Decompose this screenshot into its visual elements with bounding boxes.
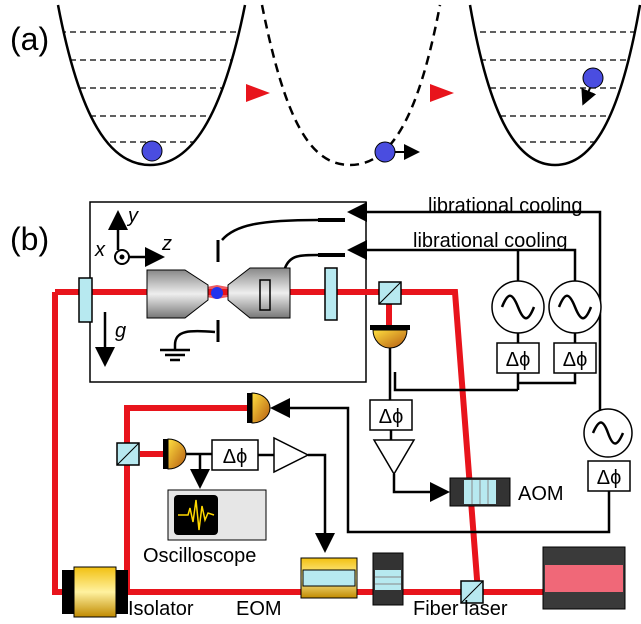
component-label: AOM	[518, 483, 564, 505]
detector	[252, 393, 270, 423]
detector	[168, 439, 186, 469]
particle	[142, 141, 162, 161]
amplifier	[374, 440, 414, 474]
axis	[120, 255, 125, 260]
component-label: Oscilloscope	[143, 545, 256, 567]
wire	[285, 255, 318, 268]
red-arrow	[430, 84, 454, 102]
detector	[373, 330, 407, 348]
aom	[375, 570, 401, 590]
ground	[160, 331, 215, 360]
axis-label: x	[94, 239, 106, 261]
wire	[352, 250, 575, 282]
wire	[394, 474, 445, 492]
panel-label: (b)	[10, 221, 49, 257]
phase-label: Δϕ	[379, 406, 404, 428]
particle	[211, 287, 223, 299]
detector	[370, 325, 410, 330]
potential	[262, 5, 440, 165]
window	[79, 278, 92, 322]
lens	[228, 268, 290, 318]
wire	[395, 372, 575, 390]
panel-label: (a)	[10, 21, 49, 57]
axis-label: g	[115, 320, 126, 342]
laser	[545, 565, 623, 592]
isolator	[116, 570, 128, 614]
eom	[303, 570, 355, 586]
axis-label: y	[126, 205, 139, 227]
wire	[308, 455, 325, 548]
levels	[460, 32, 641, 142]
wire	[222, 220, 318, 240]
component-label: EOM	[236, 598, 282, 620]
axis-label: z	[161, 233, 172, 255]
detector	[247, 393, 252, 423]
phase-label: Δϕ	[563, 349, 588, 371]
figure: (a) (b) y x z g librational cooling libr…	[0, 0, 641, 624]
phase-label: Δϕ	[506, 349, 531, 371]
phase-label: Δϕ	[597, 467, 622, 489]
phase-label: Δϕ	[223, 446, 248, 468]
potential	[470, 5, 640, 165]
isolator	[62, 570, 74, 614]
detector	[163, 439, 168, 469]
component-label: Fiber laser	[413, 598, 508, 620]
component-label: Isolator	[128, 598, 194, 620]
amplifier	[274, 438, 308, 472]
window	[325, 268, 337, 320]
signal-label: librational cooling	[428, 195, 583, 217]
particle	[375, 142, 395, 162]
red-arrow	[246, 84, 270, 102]
particle	[583, 68, 603, 88]
isolator	[74, 567, 116, 617]
arrow	[584, 88, 590, 102]
signal-label: librational cooling	[413, 230, 568, 252]
lens	[147, 270, 208, 318]
